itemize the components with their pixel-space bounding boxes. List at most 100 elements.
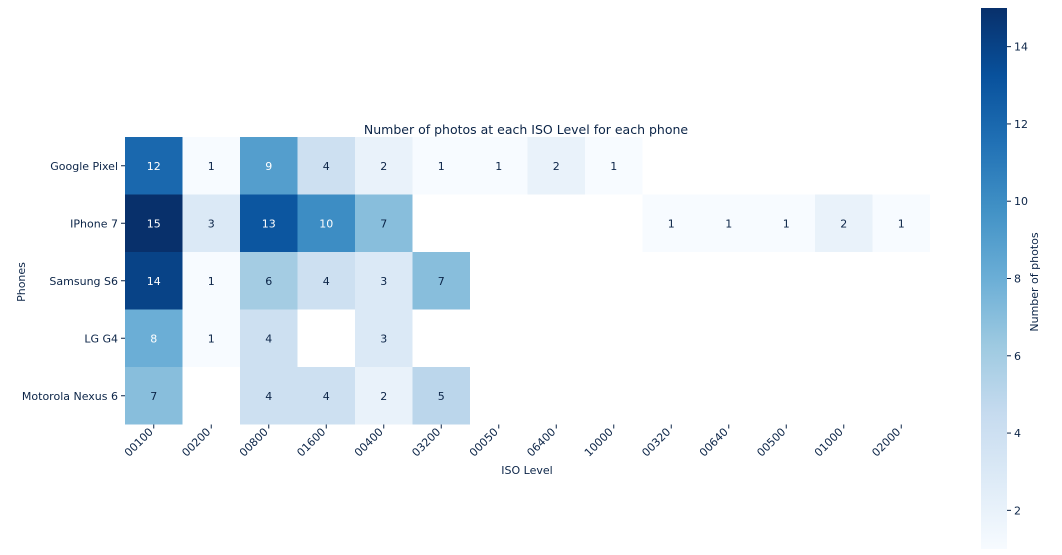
cell-value-label: 4 [323, 390, 330, 403]
heatmap-cell [182, 137, 240, 195]
cell-value-label: 4 [265, 390, 272, 403]
cell-value-label: 1 [668, 217, 675, 230]
cell-value-label: 7 [438, 275, 445, 288]
heatmap-cell [585, 137, 643, 195]
colorbar-tick-label: 12 [1014, 118, 1028, 131]
x-tick-labels: 00100 00200 00800 01600 00400 03200 00050 06400… [122, 424, 903, 459]
heatmap-cell [757, 194, 815, 252]
colorbar [981, 8, 1007, 549]
cell-value-label: 1 [725, 217, 732, 230]
x-tick-label: 06400 [524, 425, 558, 459]
heatmap-cell [642, 194, 700, 252]
heatmap-cell [527, 137, 585, 195]
heatmap-cell [240, 194, 298, 252]
heatmap-cell [297, 194, 355, 252]
cell-value-label: 6 [265, 275, 272, 288]
y-tick-label: Samsung S6 [49, 275, 118, 288]
heatmap-cells: 12 1 9 4 2 1 1 2 115 3 13 10 7 1 1 1 2 114 1 6 4 3 78 1 4 37 4 4 2 5 [125, 137, 930, 425]
heatmap-cell [872, 194, 930, 252]
colorbar-tick-label: 4 [1014, 427, 1021, 440]
x-tick-label: 00200 [179, 425, 213, 459]
cell-value-label: 4 [265, 332, 272, 345]
x-tick-label: 00400 [352, 425, 386, 459]
cell-value-label: 3 [380, 275, 387, 288]
cell-value-label: 7 [150, 390, 157, 403]
cell-value-label: 7 [380, 217, 387, 230]
y-axis-label: Phones [15, 262, 28, 302]
heatmap-cell [412, 137, 470, 195]
heatmap-cell [125, 252, 183, 310]
cell-value-label: 2 [553, 160, 560, 173]
x-tick-label: 00800 [237, 425, 271, 459]
heatmap-cell [240, 367, 298, 425]
heatmap-cell [297, 137, 355, 195]
x-tick-label: 01600 [294, 425, 328, 459]
heatmap-cell [412, 367, 470, 425]
heatmap-cell [355, 137, 413, 195]
chart-title: Number of photos at each ISO Level for e… [364, 122, 689, 137]
heatmap-cell [182, 309, 240, 367]
cell-value-label: 13 [262, 217, 276, 230]
cell-value-label: 1 [208, 160, 215, 173]
colorbar-ticks: 2 4 6 8 10 12 14 [1007, 41, 1028, 517]
cell-value-label: 2 [380, 390, 387, 403]
cell-value-label: 10 [319, 217, 333, 230]
heatmap-cell [125, 137, 183, 195]
y-tick-label: Google Pixel [50, 160, 118, 173]
cell-value-label: 12 [147, 160, 161, 173]
cell-value-label: 1 [783, 217, 790, 230]
heatmap-cell [240, 309, 298, 367]
x-tick-label: 10000 [582, 425, 616, 459]
cell-value-label: 2 [840, 217, 847, 230]
cell-value-label: 4 [323, 275, 330, 288]
heatmap-cell [182, 252, 240, 310]
x-tick-label: 01000 [812, 425, 846, 459]
heatmap-cell [412, 252, 470, 310]
heatmap-cell [240, 137, 298, 195]
colorbar-tick-label: 14 [1014, 41, 1028, 54]
heatmap-cell [125, 309, 183, 367]
heatmap-cell [182, 194, 240, 252]
cell-value-label: 1 [208, 332, 215, 345]
heatmap-cell [240, 252, 298, 310]
y-tick-label: IPhone 7 [70, 217, 118, 230]
y-tick-label: LG G4 [84, 332, 118, 345]
x-tick-label: 00050 [467, 425, 501, 459]
colorbar-tick-label: 2 [1014, 504, 1021, 517]
cell-value-label: 1 [898, 217, 905, 230]
cell-value-label: 1 [208, 275, 215, 288]
heatmap-cell [355, 367, 413, 425]
heatmap-cell [355, 252, 413, 310]
x-tick-label: 00640 [697, 425, 731, 459]
heatmap-cell [470, 137, 528, 195]
cell-value-label: 1 [438, 160, 445, 173]
cell-value-label: 1 [495, 160, 502, 173]
x-tick-label: 00500 [754, 425, 788, 459]
heatmap-cell [125, 367, 183, 425]
x-tick-label: 03200 [409, 425, 443, 459]
y-tick-labels: Google Pixel IPhone 7 Samsung S6 LG G4 Motor… [22, 160, 125, 403]
cell-value-label: 1 [610, 160, 617, 173]
x-tick-label: 00100 [122, 425, 156, 459]
x-tick-label: 02000 [869, 425, 903, 459]
cell-value-label: 3 [380, 332, 387, 345]
heatmap-cell [815, 194, 873, 252]
cell-value-label: 5 [438, 390, 445, 403]
heatmap-cell [700, 194, 758, 252]
colorbar-label: Number of photos [1028, 232, 1041, 332]
heatmap-cell [355, 309, 413, 367]
y-tick-label: Motorola Nexus 6 [22, 390, 118, 403]
heatmap-cell [297, 367, 355, 425]
x-axis-label: ISO Level [501, 464, 552, 477]
cell-value-label: 15 [147, 217, 161, 230]
heatmap-cell [125, 194, 183, 252]
heatmap-cell [297, 252, 355, 310]
cell-value-label: 3 [208, 217, 215, 230]
colorbar-tick-label: 10 [1014, 195, 1028, 208]
cell-value-label: 2 [380, 160, 387, 173]
cell-value-label: 4 [323, 160, 330, 173]
cell-value-label: 9 [265, 160, 272, 173]
heatmap-cell [355, 194, 413, 252]
